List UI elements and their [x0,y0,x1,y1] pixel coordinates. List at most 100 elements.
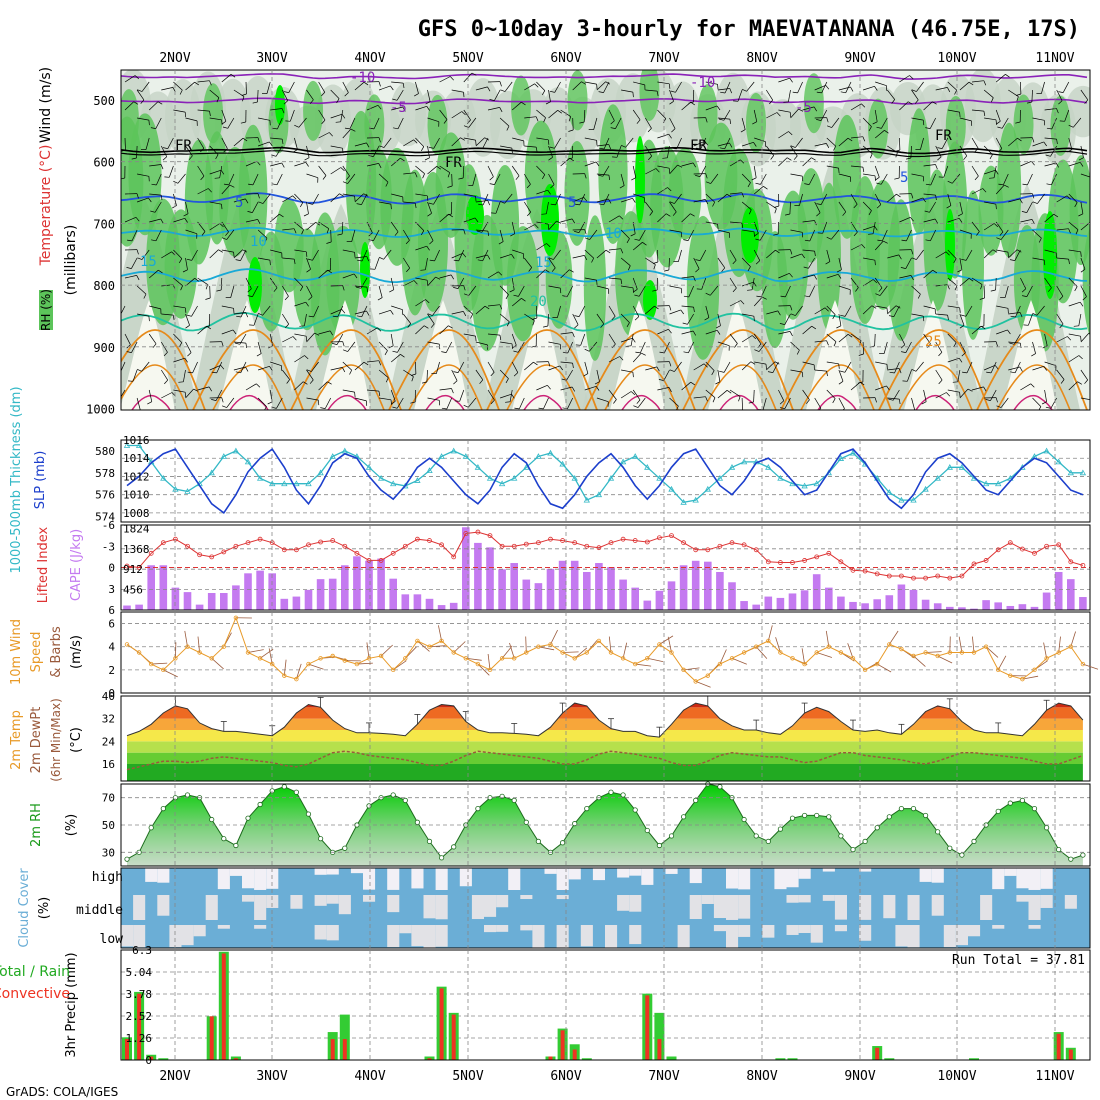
wind-barb [899,275,912,279]
wind-barb [354,193,364,203]
wind-barb [124,137,126,151]
wind-barb [487,361,495,373]
wind-speed-point [294,676,299,682]
wind-barb [415,165,425,174]
wind-barb-flag [1032,201,1038,204]
wind-barb [693,257,700,269]
rh-tick: 30 [102,846,115,859]
wind-barb [620,313,630,323]
wind-barb [383,137,392,148]
wind-barb-flag [187,371,193,374]
wind-barb [911,313,924,317]
wind-barb [1068,381,1078,391]
rh-point [1019,797,1026,804]
wind-barb-flag [447,172,451,178]
wind-barb-flag [669,305,672,311]
wind-barb-flag [377,297,383,301]
rh-bright-core [360,242,370,298]
wind-barb-flag [895,305,901,309]
wind-barb-flag [229,184,235,188]
wind-barb-flag [816,203,822,205]
wind-barb [378,341,388,351]
wind-barb-flag [514,407,520,410]
wind-barb-flag [393,127,399,130]
wind-barb-flag [264,237,268,243]
wind-barb-flag [847,334,853,338]
wind-barb [923,164,936,167]
cloud-block [665,868,678,874]
li-point [584,543,590,549]
wind-barb [814,143,827,147]
dewpoint-line [126,750,1084,771]
rh-point [535,838,542,845]
wind-barb [700,137,707,150]
wind-barb-flag [996,237,1002,240]
wind-barb [427,229,434,241]
wind-barb [197,165,205,177]
wind-barb [391,193,403,198]
wind-barb-flag [547,190,551,195]
rh-green-blob [868,98,889,159]
wind-barb-flag [683,239,689,241]
wind-barb [578,305,586,317]
wind-barb [548,257,556,269]
wind-barb-flag [874,260,876,266]
thickness-point [946,464,953,470]
wind-barb [874,165,880,178]
wind-barb-flag [209,80,212,86]
wind-barb [403,229,410,241]
wind-barb-flag [989,154,993,160]
wind-barb [306,397,319,401]
wind-barb-flag [377,105,382,110]
cape-bar [534,583,543,610]
wind-barb [688,341,695,353]
rh-gray-blob [765,99,801,155]
wind-barb-flag [405,240,410,245]
temp-contour-35 [1013,394,1053,410]
wind-barb [826,305,836,315]
wind-barb-flag [840,314,846,317]
precip-total-bar [787,1058,798,1060]
wind-barb [324,397,332,409]
wind-barb-flag [562,407,568,410]
temp2m-axis-title-b: 2m DewPt [29,707,44,774]
wind-barb-flag [842,211,847,216]
li-point [1007,540,1013,546]
wind-barb-flag [178,381,184,383]
wind-barb-flag [478,203,484,206]
wind-barb-flag [489,176,494,181]
wind-barb [971,325,982,335]
wind-barb [154,201,162,213]
wind-barb [621,285,634,289]
wind-barb-flag [1032,137,1035,143]
precip-tick: 3.78 [126,988,153,1001]
wind-barb-flag [299,286,304,292]
cape-bar [643,600,652,610]
wind-barb [137,313,149,317]
wind-barb [124,333,131,345]
wind-barb [941,137,949,149]
wind-barb [603,193,610,205]
bottom-day-label: 2NOV [159,1069,190,1084]
wind-speed-point [1020,676,1025,682]
wind-barb [524,257,532,268]
wind-speed-point [136,650,142,655]
wind-barb [354,142,367,147]
wind-barb-flag [484,305,490,310]
wind-barb [826,273,839,279]
cloud-block [1064,895,1077,909]
wind-barb [1044,137,1057,140]
wind-barb [463,217,476,223]
wind-barb-flag [783,101,789,103]
wind-barb [294,355,305,363]
wind-barb-flag [532,320,535,326]
wind-barb-flag [314,332,320,336]
cloud-block [387,895,400,913]
rh-point [789,815,796,821]
wind-barb [778,193,780,207]
wind-barb [1020,383,1031,391]
wind-barb [887,254,899,259]
wind-barb-flag [804,295,810,298]
